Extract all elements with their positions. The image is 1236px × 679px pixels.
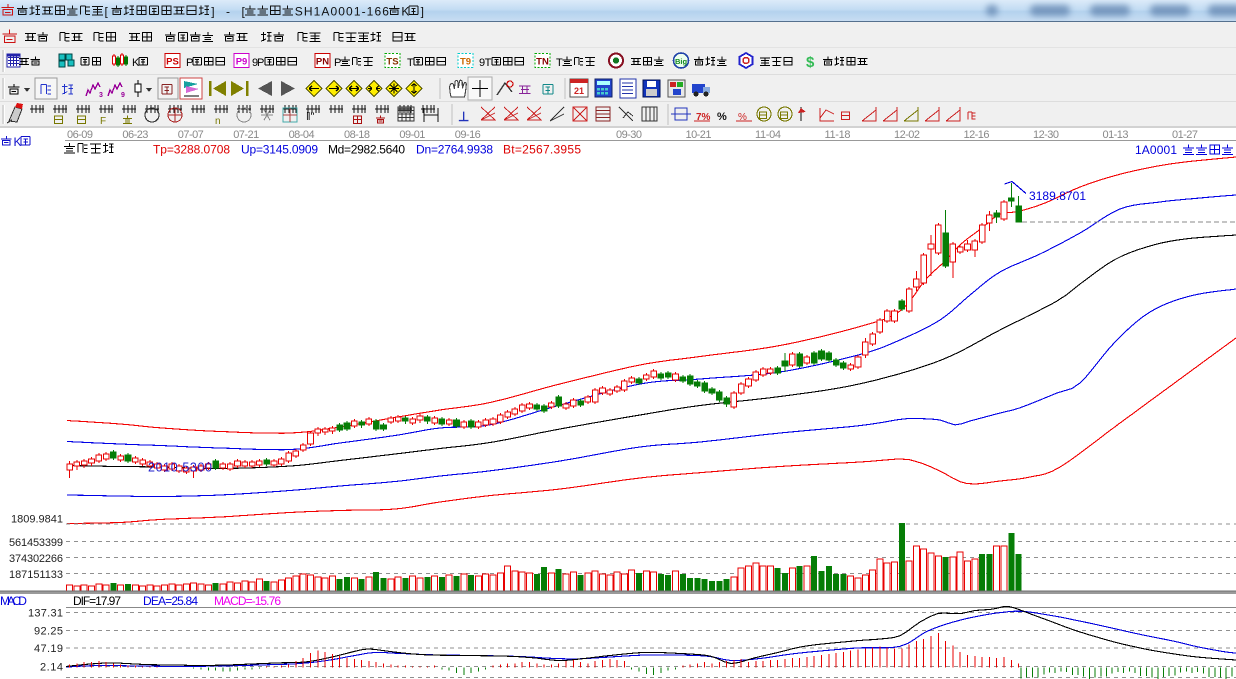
svg-text:DIF=17.97: DIF=17.97 [73,594,121,608]
svg-text:3189.8701: 3189.8701 [1029,189,1086,203]
svg-text:9: 9 [121,92,125,99]
svg-text:7%: 7% [696,112,711,123]
svg-text:07-07: 07-07 [178,129,204,141]
svg-text:12-30: 12-30 [1033,129,1059,141]
svg-text:P: P [186,57,193,69]
svg-text:2.14: 2.14 [40,661,63,673]
svg-text:[: [ [105,5,109,19]
svg-text:]: ] [421,5,424,19]
svg-text:T: T [407,57,414,69]
svg-text:T: T [556,57,563,69]
svg-text:%: % [738,112,747,123]
svg-text:187151133: 187151133 [9,569,63,581]
svg-text:08-04: 08-04 [289,129,315,141]
svg-text:1A0001: 1A0001 [1135,143,1177,157]
svg-text:47.19: 47.19 [34,643,63,655]
svg-text:$: $ [806,54,815,71]
svg-text:DEA=25.84: DEA=25.84 [143,594,198,608]
svg-text:12-02: 12-02 [894,129,920,141]
svg-text:PS: PS [166,57,179,68]
svg-text:MACD=-15.76: MACD=-15.76 [214,594,281,608]
svg-text:1809.9841: 1809.9841 [11,514,63,526]
svg-text:11-04: 11-04 [755,129,781,141]
svg-text:Md=2982.5640: Md=2982.5640 [328,143,405,157]
svg-text:TS: TS [386,57,398,68]
svg-text:⊥: ⊥ [458,109,469,124]
svg-text:2010.5300: 2010.5300 [148,461,212,475]
svg-text:561453399: 561453399 [9,537,63,549]
svg-text:11-18: 11-18 [825,129,851,141]
svg-text:n: n [215,116,221,127]
svg-text:07-21: 07-21 [233,129,259,141]
svg-text:%: % [717,111,727,123]
svg-text:Dn=2764.9938: Dn=2764.9938 [416,143,493,157]
svg-text:10-21: 10-21 [686,129,712,141]
svg-text:Big: Big [675,57,688,66]
svg-text:K: K [132,57,140,69]
svg-text:06-09: 06-09 [67,129,93,141]
svg-text:08-18: 08-18 [344,129,370,141]
svg-text:3: 3 [99,92,103,99]
svg-text:Bt=2567.3955: Bt=2567.3955 [503,143,581,157]
svg-text:9T: 9T [479,57,492,69]
svg-text:ǁ": ǁ" [306,111,315,123]
svg-text:P: P [334,57,341,69]
svg-text:K: K [14,135,22,149]
svg-text:01-13: 01-13 [1103,129,1129,141]
svg-text:374302266: 374302266 [9,553,63,565]
svg-text:01-27: 01-27 [1172,129,1198,141]
svg-text:PN: PN [316,57,329,68]
svg-text:TN: TN [536,57,549,68]
svg-text:Tp=3288.0708: Tp=3288.0708 [153,143,230,157]
svg-text:SH1A0001-166: SH1A0001-166 [295,5,389,19]
svg-text:09-30: 09-30 [616,129,642,141]
svg-text:21: 21 [574,86,584,96]
svg-text:137.31: 137.31 [28,607,63,619]
svg-text:F: F [100,116,106,127]
svg-text:] - [: ] - [ [211,5,245,19]
svg-text:K: K [401,5,409,19]
svg-text:92.25: 92.25 [34,625,63,637]
svg-text:09-01: 09-01 [399,129,425,141]
svg-text:06-23: 06-23 [122,129,148,141]
svg-text:MACD: MACD [0,594,27,608]
svg-text:9P: 9P [252,57,264,69]
svg-text:P9: P9 [236,57,248,68]
svg-text:Up=3145.0909: Up=3145.0909 [241,143,318,157]
svg-text:T9: T9 [460,57,471,68]
svg-text:09-16: 09-16 [455,129,481,141]
svg-text:12-16: 12-16 [964,129,990,141]
